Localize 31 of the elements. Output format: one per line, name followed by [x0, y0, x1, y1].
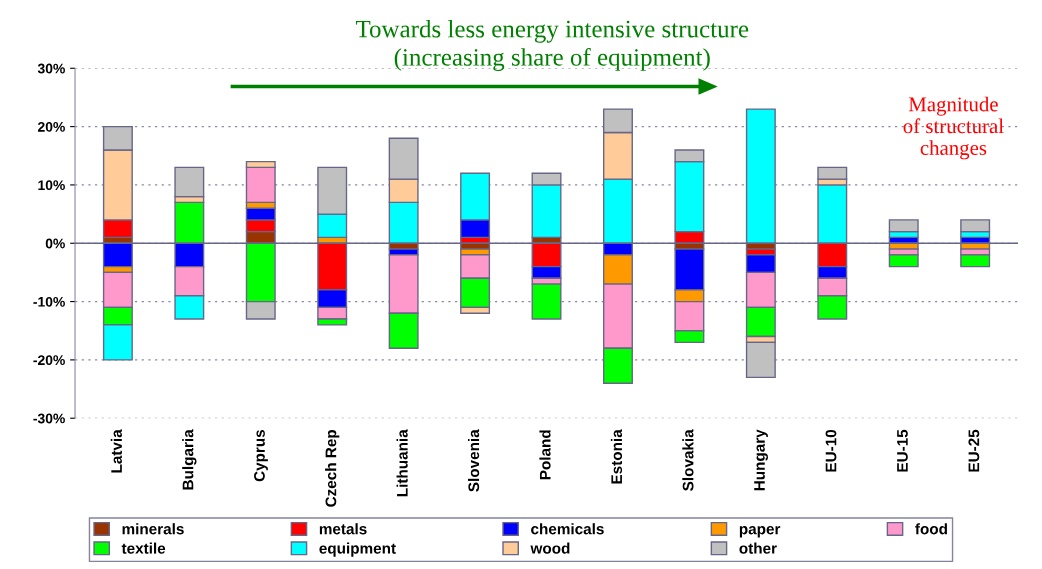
y-tick-label: -30% — [33, 413, 65, 424]
y-tick-label: 0% — [45, 238, 65, 249]
x-tick-label: Cyprus — [254, 429, 268, 482]
x-tick-label: Estonia — [610, 429, 623, 484]
x-tick-label: Latvia — [110, 429, 122, 473]
legend-label: paper — [739, 526, 781, 538]
legend-label: wood — [530, 542, 570, 554]
x-tick-label: Czech Rep — [325, 429, 340, 507]
legend-label: metals — [319, 523, 367, 535]
x-tick-label: Slovakia — [682, 429, 694, 491]
legend-label: textile — [121, 542, 166, 554]
x-tick-label: Hungary — [754, 429, 768, 491]
x-tick-label: Poland — [539, 430, 551, 480]
legend-label: food — [915, 523, 947, 535]
y-tick-label: -20% — [33, 355, 65, 366]
y-tick-label: 30% — [37, 63, 65, 74]
legend-label: other — [739, 542, 777, 554]
x-tick-label: EU-15 — [897, 429, 908, 472]
x-tick-label: EU-25 — [968, 429, 980, 472]
y-tick-label: -10% — [33, 296, 65, 307]
chart-title: Towards less energy intensive structure (increasing share of equipment) — [355, 19, 749, 71]
legend-label: chemicals — [531, 523, 604, 535]
y-tick-label: 10% — [38, 180, 65, 191]
x-tick-label: Bulgaria — [182, 429, 197, 490]
x-tick-label: EU-10 — [825, 429, 837, 472]
x-tick-label: Lithuania — [396, 429, 408, 497]
y-tick-label: 20% — [37, 121, 65, 132]
annotation: Magnitude of structural changes — [903, 96, 1004, 160]
legend-label: minerals — [122, 523, 184, 535]
x-tick-label: Slovenia — [467, 429, 480, 492]
legend-label: equipment — [319, 542, 396, 557]
